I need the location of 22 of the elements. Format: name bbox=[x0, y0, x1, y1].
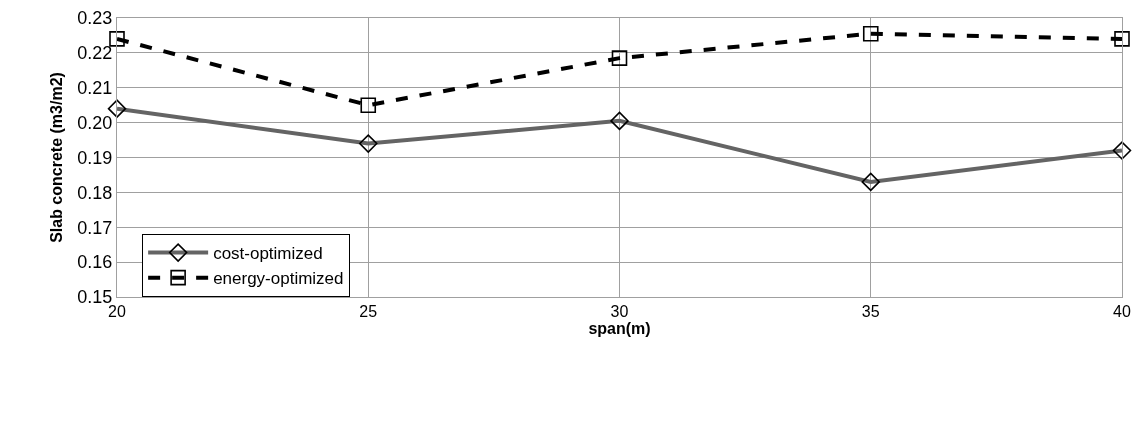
y-tick-label: 0.22 bbox=[77, 43, 113, 64]
y-tick-label: 0.23 bbox=[77, 8, 113, 29]
x-tick-label: 20 bbox=[108, 303, 126, 321]
x-axis-title: span(m) bbox=[588, 320, 651, 338]
y-tick-label: 0.18 bbox=[77, 182, 113, 203]
x-tick-label: 25 bbox=[359, 303, 378, 321]
y-axis-title: Slab concrete (m3/m2) bbox=[48, 72, 66, 243]
y-tick-label: 0.16 bbox=[77, 252, 113, 273]
point bbox=[109, 31, 125, 47]
point bbox=[360, 97, 377, 113]
legend-label: cost-optimized bbox=[213, 244, 323, 264]
y-tick-label: 0.19 bbox=[77, 147, 113, 168]
y-tick-label: 0.21 bbox=[77, 78, 113, 99]
x-tick-label: 35 bbox=[861, 303, 880, 321]
x-tick-label: 40 bbox=[1113, 303, 1131, 321]
point bbox=[1114, 31, 1130, 47]
y-tick-label: 0.17 bbox=[77, 217, 113, 238]
legend-label: energy-optimized bbox=[213, 269, 344, 289]
x-tick-label: 30 bbox=[610, 303, 629, 321]
y-tick-label: 0.20 bbox=[77, 112, 113, 133]
point bbox=[862, 25, 879, 42]
point bbox=[611, 50, 628, 66]
